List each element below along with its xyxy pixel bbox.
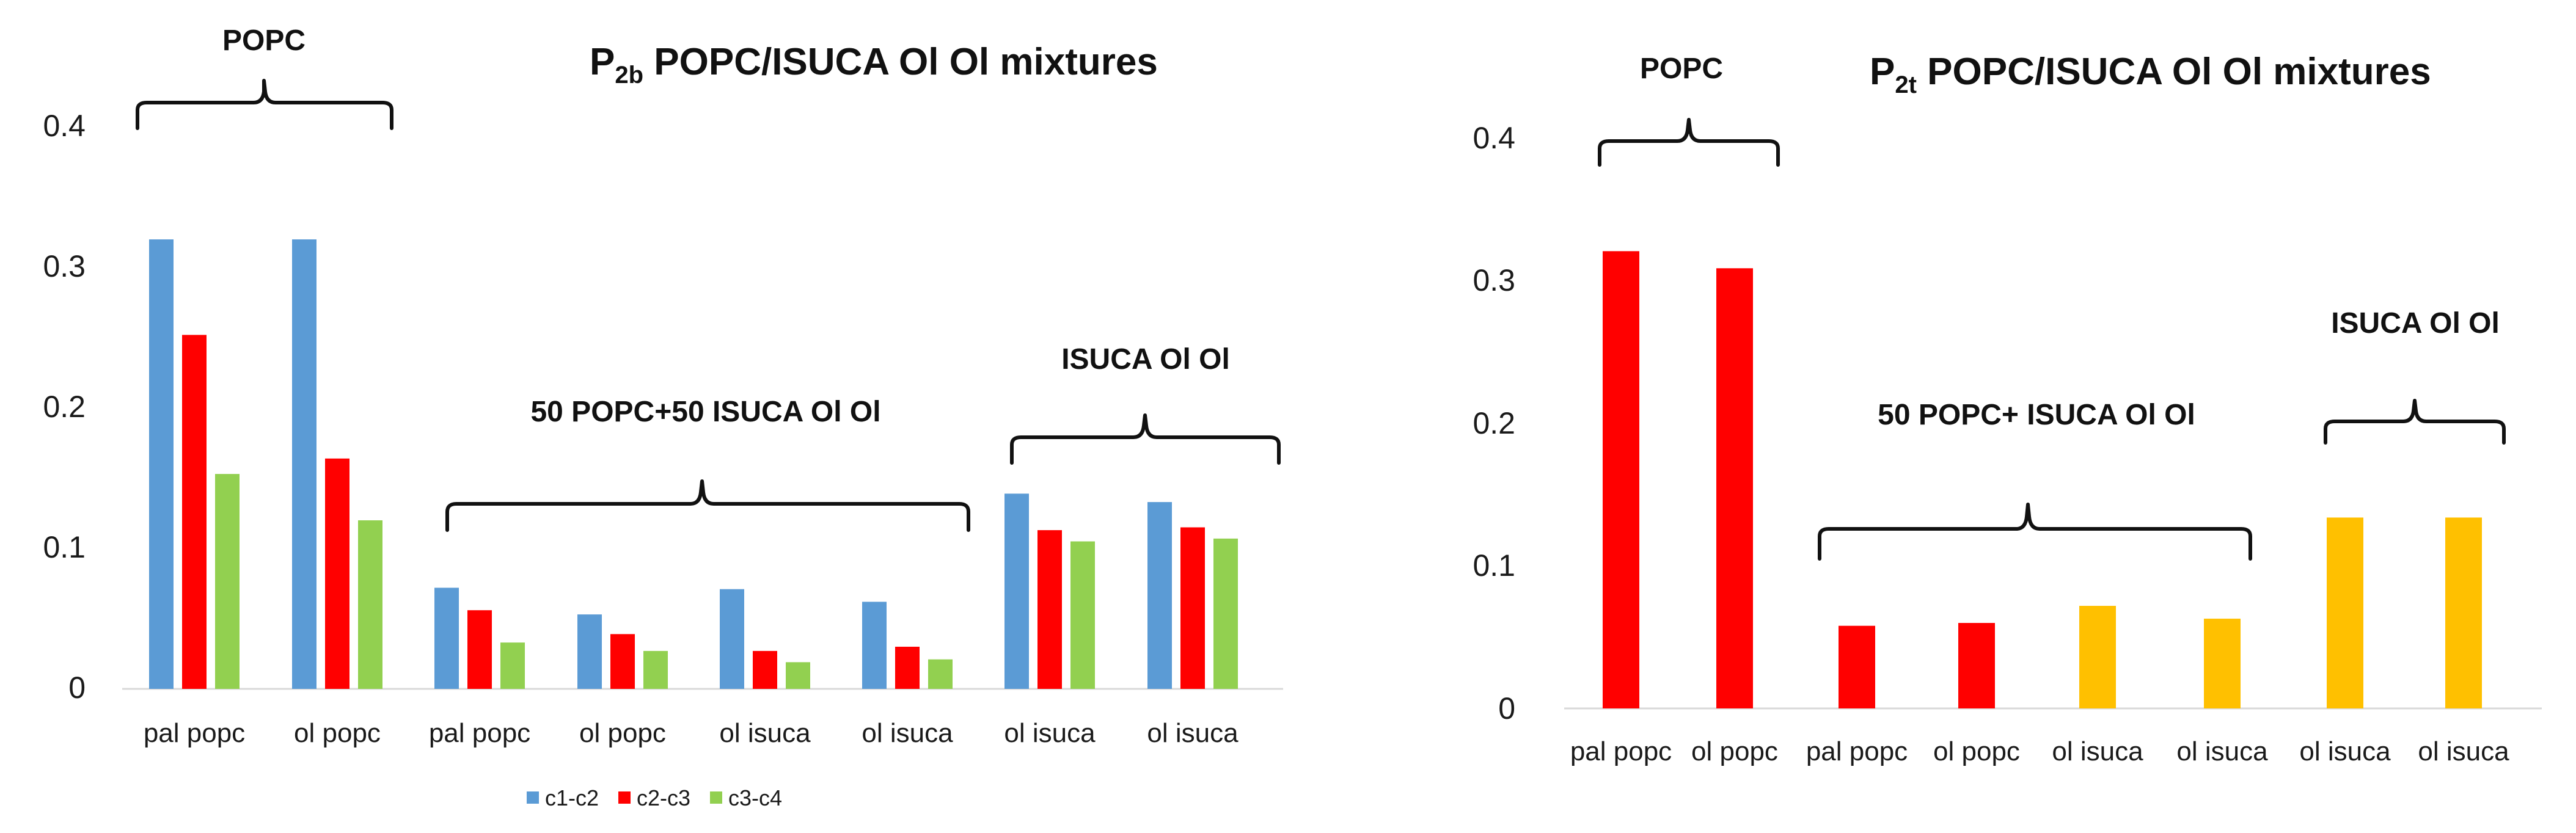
x-tick-label: ol popc <box>294 718 381 748</box>
y-tick-label: 0.1 <box>1473 548 1515 583</box>
x-tick-label: ol popc <box>579 718 666 748</box>
x-tick-label: ol isuca <box>719 718 811 748</box>
bar-c1-c2 <box>292 239 317 689</box>
legend-label: c3-c4 <box>728 785 782 810</box>
bar-c3-c4 <box>358 520 382 689</box>
legend-swatch <box>527 791 539 804</box>
x-tick-label: pal popc <box>429 718 530 748</box>
chart-title-p2t: P2t POPC/ISUCA Ol Ol mixtures <box>1870 51 2431 98</box>
group-label-isuca-p2t: ISUCA Ol Ol <box>2331 307 2500 340</box>
bar-c2-c3 <box>895 647 920 689</box>
legend-swatch <box>710 791 722 804</box>
chart-p2b: P2b POPC/ISUCA Ol Ol mixtures 0 0.1 0.2 … <box>43 24 1283 810</box>
brace-isuca-p2t <box>2324 399 2506 445</box>
x-tick-label: ol isuca <box>1147 718 1239 748</box>
legend-item-c3-c4: c3-c4 <box>710 785 782 810</box>
x-tick-label: ol popc <box>1691 737 1778 766</box>
bars-p2t <box>1603 251 2482 709</box>
group-label-popc-p2b: POPC <box>222 24 306 57</box>
bar <box>2079 606 2116 708</box>
y-axis-p2t: 0 0.1 0.2 0.3 0.4 <box>1473 121 1515 726</box>
bar-c1-c2 <box>720 589 744 689</box>
bars-p2b <box>149 239 1238 689</box>
x-tick-label: ol isuca <box>2176 737 2268 766</box>
bar-c3-c4 <box>643 650 668 689</box>
legend-p2b: c1-c2 c2-c3 c3-c4 <box>527 785 782 810</box>
x-tick-label: ol isuca <box>862 718 953 748</box>
chart-title-p2b: P2b POPC/ISUCA Ol Ol mixtures <box>590 41 1158 89</box>
y-tick-label: 0.4 <box>43 109 86 143</box>
bar <box>1603 251 1639 709</box>
x-tick-label: ol isuca <box>2052 737 2143 766</box>
y-tick-label: 0.3 <box>43 249 86 283</box>
bar-c2-c3 <box>467 610 492 689</box>
bar <box>1839 625 1875 708</box>
x-tick-label: ol popc <box>1933 737 2020 766</box>
brace-mixture-p2t <box>1818 503 2252 561</box>
bar <box>2327 517 2363 708</box>
bar-c1-c2 <box>149 239 174 689</box>
x-tick-label: pal popc <box>144 718 245 748</box>
legend-item-c2-c3: c2-c3 <box>618 785 690 810</box>
bar-c1-c2 <box>577 614 602 689</box>
legend-swatch <box>618 791 631 804</box>
bar-c2-c3 <box>182 335 207 689</box>
legend-label: c2-c3 <box>637 785 690 810</box>
bar-c2-c3 <box>325 458 349 689</box>
bar-c1-c2 <box>434 587 459 689</box>
bar-c2-c3 <box>753 650 777 689</box>
group-label-isuca-p2b: ISUCA Ol Ol <box>1061 343 1230 376</box>
x-tick-label: ol isuca <box>2418 737 2509 766</box>
x-axis-labels-p2b: pal popc ol popc pal popc ol popc ol isu… <box>144 718 1239 748</box>
y-tick-label: 0 <box>68 671 86 705</box>
bar-c3-c4 <box>215 474 240 689</box>
y-tick-label: 0.2 <box>1473 406 1515 440</box>
bar-c3-c4 <box>1213 538 1238 689</box>
brace-popc-p2b <box>136 79 393 130</box>
brace-mixture-p2b <box>445 479 970 532</box>
group-label-popc-p2t: POPC <box>1640 53 1723 85</box>
y-tick-label: 0.3 <box>1473 263 1515 297</box>
bar-c1-c2 <box>1004 493 1029 689</box>
group-label-mixture-p2t: 50 POPC+ ISUCA Ol Ol <box>1878 399 2195 431</box>
x-tick-label: ol isuca <box>1004 718 1096 748</box>
bar <box>1716 268 1753 708</box>
bar <box>1958 623 1995 708</box>
bar-c3-c4 <box>500 642 525 689</box>
y-tick-label: 0.2 <box>43 390 86 424</box>
x-tick-label: pal popc <box>1570 737 1672 766</box>
bar-c3-c4 <box>928 659 953 689</box>
x-axis-labels-p2t: pal popc ol popc pal popc ol popc ol isu… <box>1570 737 2509 766</box>
legend-label: c1-c2 <box>545 785 599 810</box>
bar-c1-c2 <box>1147 502 1172 689</box>
y-tick-label: 0.4 <box>1473 121 1515 155</box>
y-tick-label: 0.1 <box>43 530 86 564</box>
group-label-mixture-p2b: 50 POPC+50 ISUCA Ol Ol <box>530 396 880 428</box>
bar-c1-c2 <box>862 602 887 689</box>
brace-popc-p2t <box>1598 118 1780 167</box>
brace-isuca-p2b <box>1010 413 1281 465</box>
chart-p2t: P2t POPC/ISUCA Ol Ol mixtures 0 0.1 0.2 … <box>1473 51 2542 766</box>
y-tick-label: 0 <box>1498 691 1515 726</box>
bar-c2-c3 <box>1180 527 1205 689</box>
bar-c3-c4 <box>786 662 810 689</box>
legend-item-c1-c2: c1-c2 <box>527 785 599 810</box>
bar <box>2445 517 2482 708</box>
x-tick-label: ol isuca <box>2299 737 2391 766</box>
bar <box>2204 619 2241 708</box>
bar-c3-c4 <box>1070 541 1095 689</box>
bar-c2-c3 <box>610 634 635 689</box>
x-tick-label: pal popc <box>1806 737 1908 766</box>
bar-c2-c3 <box>1037 530 1062 689</box>
y-axis-p2b: 0 0.1 0.2 0.3 0.4 <box>43 109 86 705</box>
